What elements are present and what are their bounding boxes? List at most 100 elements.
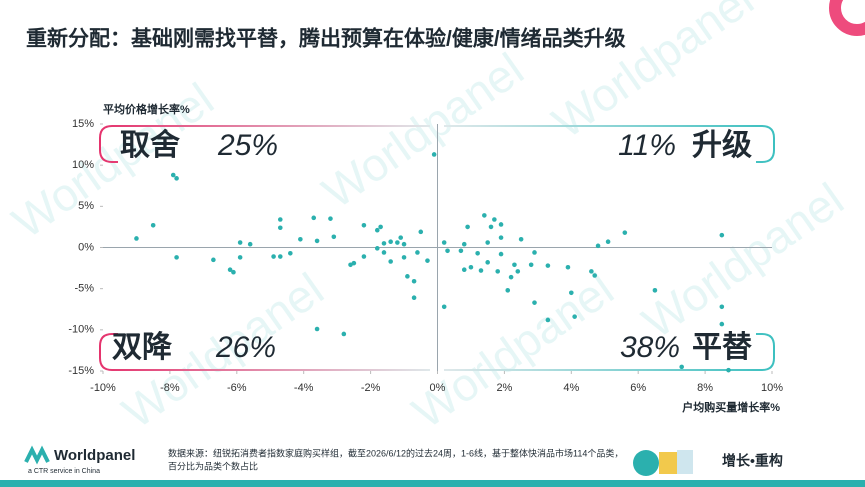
point — [622, 230, 628, 235]
point — [388, 259, 393, 264]
deco-ring — [829, 0, 865, 36]
point — [381, 241, 387, 246]
point — [726, 367, 731, 373]
x-tick-label: 10% — [761, 382, 783, 394]
footer: Worldpanel a CTR service in China 数据来源：纽… — [24, 445, 783, 476]
point — [495, 269, 501, 274]
point — [374, 246, 380, 251]
point — [381, 250, 387, 255]
point — [170, 172, 176, 178]
point — [595, 243, 601, 249]
quadrant-share: 11% — [618, 129, 676, 162]
point — [401, 255, 407, 260]
point — [498, 235, 504, 240]
point — [485, 240, 490, 245]
x-tick-label: -6% — [227, 382, 247, 394]
point — [341, 331, 347, 337]
point — [482, 213, 487, 218]
point — [277, 254, 283, 259]
point — [478, 268, 484, 273]
point — [411, 295, 417, 301]
quadrant-share: 25% — [217, 129, 278, 162]
point — [351, 260, 357, 266]
point — [508, 274, 514, 280]
point — [572, 314, 577, 319]
point — [174, 176, 179, 181]
y-tick-label: 5% — [78, 200, 94, 212]
chart-title: 重新分配：基础刚需找平替，腾出预算在体验/健康/情绪品类升级 — [26, 27, 626, 51]
deco — [677, 450, 693, 474]
point — [288, 250, 293, 256]
quadrant-name: 升级 — [692, 129, 752, 162]
point — [328, 216, 333, 221]
source-note: 百分比为品类个数占比 — [168, 460, 258, 471]
point — [415, 250, 420, 255]
point — [277, 217, 283, 222]
point — [605, 239, 611, 245]
point — [569, 290, 574, 296]
point — [498, 222, 504, 227]
point — [361, 254, 367, 259]
x-tick-label: -8% — [160, 382, 180, 394]
y-axis-label: 平均价格增长率% — [103, 102, 190, 116]
point — [465, 224, 470, 230]
point — [485, 260, 490, 265]
point — [398, 235, 404, 240]
point — [652, 288, 658, 293]
point — [388, 239, 393, 245]
point — [271, 254, 276, 259]
point — [314, 326, 320, 332]
point — [461, 267, 467, 273]
quadrant-name: 双降 — [112, 331, 173, 364]
y-tick-label: 15% — [72, 118, 94, 130]
point — [461, 241, 467, 247]
point — [401, 241, 407, 247]
point — [468, 264, 474, 270]
y-tick-label: -5% — [74, 283, 94, 295]
point — [425, 258, 430, 263]
point — [518, 236, 524, 242]
deco — [659, 452, 677, 474]
point — [592, 273, 598, 278]
point — [374, 227, 380, 233]
point — [361, 222, 367, 228]
point — [411, 278, 417, 284]
quadrant-share: 26% — [215, 331, 276, 364]
y-tick-label: -15% — [68, 365, 94, 377]
watermark: Worldpanel — [403, 263, 623, 439]
point — [378, 224, 383, 230]
point — [314, 238, 320, 244]
point — [719, 232, 725, 238]
point — [441, 304, 447, 310]
source-note: 数据来源：纽锐拓消费者指数家庭购买样组，截至2026/6/12的过去24周，1-… — [168, 447, 623, 458]
y-tick-label: 10% — [72, 159, 94, 171]
quadrant-name: 平替 — [692, 331, 752, 364]
point — [431, 152, 437, 157]
quadrant-frame — [99, 125, 430, 163]
x-tick-label: -4% — [294, 382, 314, 394]
point — [492, 217, 497, 222]
x-tick-label: -2% — [361, 382, 381, 394]
x-tick-label: 4% — [563, 382, 579, 394]
quadrant-frame — [444, 125, 775, 163]
x-tick-label: 6% — [630, 382, 646, 394]
point — [488, 224, 494, 230]
point — [174, 255, 179, 260]
quadrant-frame — [444, 333, 775, 371]
point — [498, 251, 504, 257]
point — [298, 236, 303, 242]
point — [545, 317, 551, 323]
slogan: 增长•重构 — [722, 453, 783, 469]
brand: Worldpanel — [54, 447, 135, 464]
x-axis-label: 户均购买量增长率% — [682, 400, 780, 414]
point — [545, 263, 551, 268]
point — [237, 255, 243, 260]
y-tick-label: -10% — [68, 324, 94, 336]
point — [150, 222, 156, 228]
watermark: Worldpanel — [3, 73, 223, 249]
point — [532, 300, 537, 305]
point — [515, 269, 521, 274]
point — [311, 215, 317, 221]
x-tick-label: -10% — [90, 382, 116, 394]
